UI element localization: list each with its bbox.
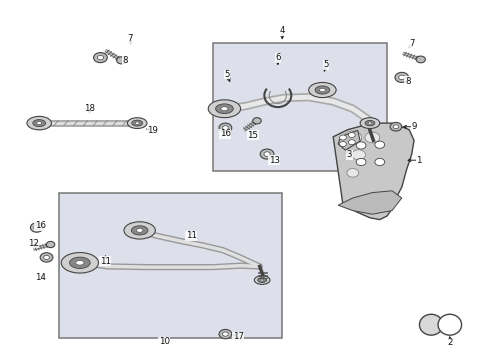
Circle shape — [375, 158, 385, 166]
Text: 9: 9 — [412, 122, 416, 131]
Polygon shape — [338, 191, 402, 214]
Circle shape — [34, 225, 40, 230]
Ellipse shape — [27, 116, 51, 130]
Ellipse shape — [260, 279, 264, 281]
Circle shape — [222, 332, 228, 336]
Text: 5: 5 — [224, 70, 230, 79]
Circle shape — [117, 57, 126, 64]
Circle shape — [98, 55, 103, 60]
Circle shape — [399, 75, 405, 80]
Ellipse shape — [365, 120, 375, 126]
Circle shape — [365, 132, 380, 143]
Text: 2: 2 — [447, 338, 453, 347]
Circle shape — [264, 152, 270, 156]
Ellipse shape — [135, 122, 139, 124]
Ellipse shape — [216, 104, 233, 114]
Text: 16: 16 — [35, 221, 46, 230]
Circle shape — [348, 132, 355, 138]
Circle shape — [352, 150, 366, 160]
Text: 4: 4 — [279, 26, 285, 35]
Circle shape — [94, 53, 107, 63]
Ellipse shape — [136, 229, 143, 232]
Circle shape — [40, 253, 53, 262]
Text: 18: 18 — [84, 104, 95, 113]
Ellipse shape — [438, 314, 462, 335]
Circle shape — [219, 329, 232, 339]
Circle shape — [260, 149, 274, 159]
Ellipse shape — [309, 82, 336, 98]
Ellipse shape — [221, 107, 228, 111]
Circle shape — [222, 126, 228, 130]
Ellipse shape — [33, 120, 46, 127]
Circle shape — [416, 56, 425, 63]
Text: 1: 1 — [416, 156, 422, 165]
Text: 8: 8 — [122, 55, 128, 65]
Text: 6: 6 — [275, 53, 281, 62]
Ellipse shape — [61, 252, 98, 273]
Ellipse shape — [37, 122, 42, 125]
Ellipse shape — [131, 226, 148, 235]
Polygon shape — [338, 130, 360, 150]
Text: 8: 8 — [405, 77, 411, 85]
Circle shape — [356, 158, 366, 166]
Ellipse shape — [368, 122, 372, 124]
Circle shape — [375, 141, 385, 148]
Text: 16: 16 — [220, 129, 231, 138]
Text: 7: 7 — [409, 40, 415, 49]
Ellipse shape — [315, 86, 330, 94]
Circle shape — [47, 242, 55, 248]
Text: 11: 11 — [186, 231, 196, 240]
Ellipse shape — [258, 278, 267, 283]
Ellipse shape — [254, 276, 270, 284]
Text: 14: 14 — [35, 274, 46, 282]
Circle shape — [348, 140, 355, 145]
Circle shape — [30, 223, 43, 232]
Circle shape — [219, 123, 232, 132]
Circle shape — [340, 135, 346, 140]
Ellipse shape — [132, 120, 143, 126]
Circle shape — [395, 72, 409, 82]
Text: 19: 19 — [147, 126, 158, 135]
Circle shape — [340, 141, 346, 147]
Circle shape — [393, 125, 398, 129]
Text: 10: 10 — [159, 338, 170, 346]
Ellipse shape — [208, 100, 241, 118]
Circle shape — [344, 131, 362, 144]
Text: 7: 7 — [127, 34, 133, 43]
Circle shape — [390, 122, 402, 131]
Text: 17: 17 — [233, 332, 244, 341]
Ellipse shape — [70, 257, 90, 269]
Text: 12: 12 — [28, 238, 39, 248]
FancyBboxPatch shape — [59, 193, 282, 338]
Circle shape — [356, 142, 366, 149]
Ellipse shape — [360, 118, 380, 129]
Circle shape — [347, 168, 359, 177]
Ellipse shape — [124, 222, 155, 239]
Text: 3: 3 — [346, 150, 352, 159]
Text: 15: 15 — [247, 130, 258, 139]
Circle shape — [44, 255, 49, 260]
Ellipse shape — [127, 118, 147, 129]
Text: 13: 13 — [269, 156, 280, 165]
Circle shape — [253, 118, 261, 124]
Ellipse shape — [76, 261, 84, 265]
Ellipse shape — [419, 314, 443, 335]
Polygon shape — [333, 123, 414, 220]
Text: 11: 11 — [100, 256, 111, 265]
Text: 5: 5 — [323, 60, 329, 69]
FancyBboxPatch shape — [213, 43, 387, 171]
Ellipse shape — [319, 88, 325, 91]
